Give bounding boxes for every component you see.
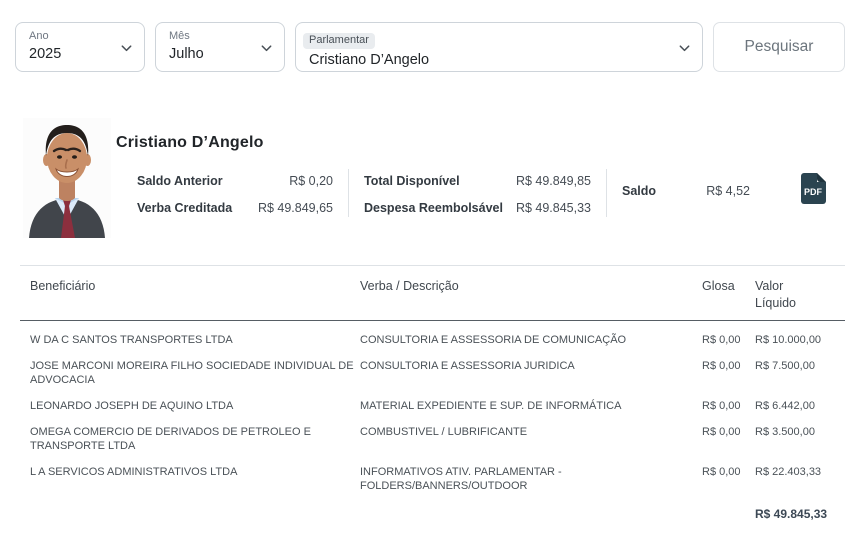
- despesa-reembolsavel-value: R$ 49.845,33: [515, 201, 591, 215]
- parliamentarian-select-label: Parlamentar: [303, 33, 375, 49]
- glosa-cell: R$ 0,00: [702, 426, 741, 438]
- glosa-cell: R$ 0,00: [702, 360, 741, 372]
- description-cell: MATERIAL EXPEDIENTE E SUP. DE INFORMÁTIC…: [360, 400, 622, 412]
- expense-row: OMEGA COMERCIO DE DERIVADOS DE PETROLEO …: [20, 413, 845, 453]
- despesa-reembolsavel-label: Despesa Reembolsável: [364, 201, 503, 215]
- saldo-anterior-label: Saldo Anterior: [137, 174, 223, 188]
- verba-creditada-value: R$ 49.849,65: [257, 201, 333, 215]
- description-cell: CONSULTORIA E ASSESSORIA JURIDICA: [360, 360, 575, 372]
- net-value-cell: R$ 6.442,00: [755, 400, 815, 412]
- beneficiary-cell: W DA C SANTOS TRANSPORTES LTDA: [30, 334, 233, 346]
- expense-row: W DA C SANTOS TRANSPORTES LTDA CONSULTOR…: [20, 321, 845, 348]
- year-select-value: 2025: [29, 46, 62, 62]
- chevron-down-icon: [261, 45, 272, 52]
- glosa-cell: R$ 0,00: [702, 400, 741, 412]
- saldo-label: Saldo: [622, 184, 657, 198]
- month-select[interactable]: Mês Julho: [155, 22, 285, 72]
- filter-bar: Ano 2025 Mês Julho Parlamentar Cristiano…: [15, 22, 845, 72]
- net-value-cell: R$ 10.000,00: [755, 334, 822, 346]
- vertical-divider: [348, 169, 349, 217]
- profile-section: Cristiano D’Angelo Saldo Anterior R$ 0,2…: [23, 118, 845, 240]
- expense-row: JOSE MARCONI MOREIRA FILHO SOCIEDADE IND…: [20, 347, 845, 387]
- glosa-cell: R$ 0,00: [702, 466, 741, 478]
- glosa-cell: R$ 0,00: [702, 334, 741, 346]
- month-select-value: Julho: [169, 46, 204, 62]
- total-disponivel-value: R$ 49.849,85: [515, 174, 591, 188]
- header-description: Verba / Descrição: [360, 265, 692, 321]
- year-select-label: Ano: [29, 30, 49, 42]
- description-cell: COMBUSTIVEL / LUBRIFICANTE: [360, 426, 528, 438]
- description-cell: INFORMATIVOS ATIV. PARLAMENTAR - FOLDERS…: [360, 466, 562, 492]
- parliamentarian-select-value: Cristiano D’Angelo: [309, 52, 430, 68]
- beneficiary-cell: JOSE MARCONI MOREIRA FILHO SOCIEDADE IND…: [30, 360, 354, 386]
- chevron-down-icon: [679, 45, 690, 52]
- total-row: R$ 49.845,33: [20, 493, 845, 521]
- description-cell: CONSULTORIA E ASSESSORIA DE COMUNICAÇÃO: [360, 334, 627, 346]
- net-value-cell: R$ 22.403,33: [755, 466, 822, 478]
- parliamentarian-name: Cristiano D’Angelo: [116, 134, 264, 151]
- expense-row: L A SERVICOS ADMINISTRATIVOS LTDA INFORM…: [20, 453, 845, 493]
- expense-row: LEONARDO JOSEPH DE AQUINO LTDA MATERIAL …: [20, 387, 845, 413]
- pdf-file-icon[interactable]: PDF: [800, 172, 827, 205]
- search-button[interactable]: Pesquisar: [713, 22, 845, 72]
- parliamentarian-photo: [23, 118, 111, 238]
- vertical-divider: [606, 169, 607, 217]
- header-net-value: Valor Líquido: [747, 265, 845, 321]
- balance-summary: Saldo Anterior R$ 0,20 Verba Creditada R…: [116, 169, 845, 227]
- saldo-value: R$ 4,52: [706, 184, 750, 198]
- net-value-cell: R$ 3.500,00: [755, 426, 815, 438]
- beneficiary-cell: OMEGA COMERCIO DE DERIVADOS DE PETROLEO …: [30, 426, 311, 452]
- header-beneficiary: Beneficiário: [20, 265, 360, 321]
- total-net-value: R$ 49.845,33: [755, 507, 828, 521]
- month-select-label: Mês: [169, 30, 190, 42]
- beneficiary-cell: LEONARDO JOSEPH DE AQUINO LTDA: [30, 400, 234, 412]
- beneficiary-cell: L A SERVICOS ADMINISTRATIVOS LTDA: [30, 466, 238, 478]
- parliamentarian-select[interactable]: Parlamentar Cristiano D’Angelo: [295, 22, 703, 72]
- expenses-table: Beneficiário Verba / Descrição Glosa Val…: [20, 265, 845, 521]
- svg-text:PDF: PDF: [804, 187, 823, 197]
- verba-creditada-label: Verba Creditada: [137, 201, 233, 215]
- total-disponivel-label: Total Disponível: [364, 174, 460, 188]
- saldo-anterior-value: R$ 0,20: [289, 174, 333, 188]
- year-select[interactable]: Ano 2025: [15, 22, 145, 72]
- header-glosa: Glosa: [692, 265, 747, 321]
- net-value-cell: R$ 7.500,00: [755, 360, 815, 372]
- chevron-down-icon: [121, 45, 132, 52]
- expenses-table-body: W DA C SANTOS TRANSPORTES LTDA CONSULTOR…: [20, 321, 845, 494]
